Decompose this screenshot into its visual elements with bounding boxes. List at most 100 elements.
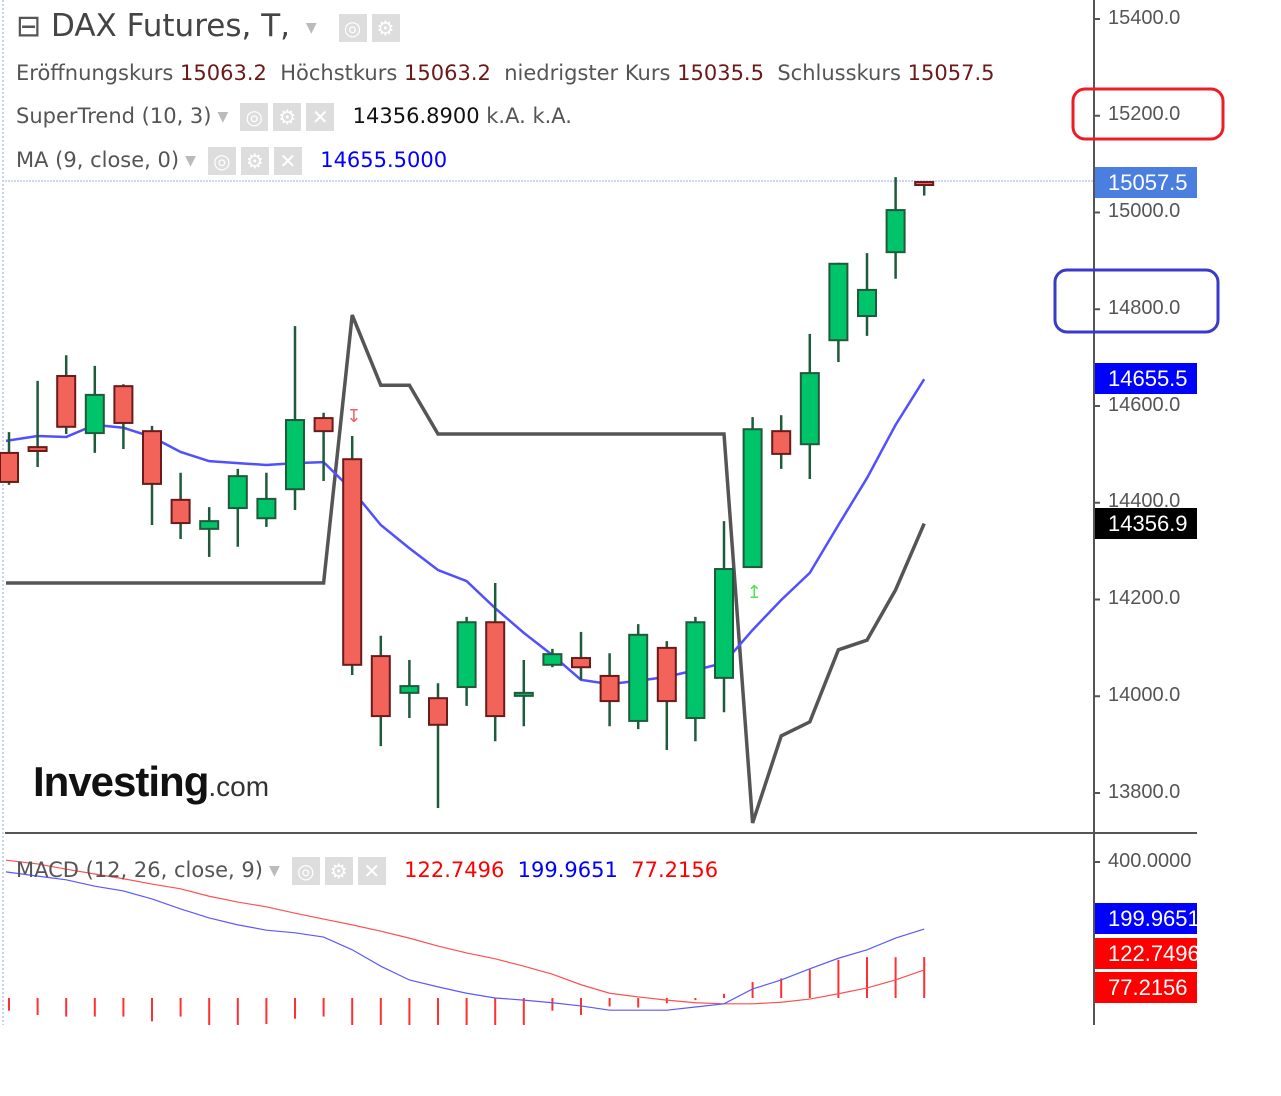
- price-tick: 14200.0: [1108, 587, 1181, 609]
- candle-down: [914, 181, 935, 187]
- candles-layer: [0, 177, 935, 808]
- candle-up: [799, 372, 820, 446]
- candle-down: [571, 657, 591, 669]
- macd-value-3: 77.2156: [631, 858, 719, 882]
- close-label: Schlusskurs: [777, 61, 901, 85]
- ma-name[interactable]: MA (9, close, 0): [16, 148, 180, 172]
- candle-up: [227, 475, 248, 510]
- candle-up: [885, 209, 906, 254]
- price-tick: 15400.0: [1108, 7, 1181, 29]
- gear-icon[interactable]: ⚙: [371, 13, 400, 42]
- eye-icon[interactable]: ◎: [338, 13, 367, 42]
- candle-down: [56, 375, 77, 428]
- macd-name[interactable]: MACD (12, 26, close, 9): [16, 858, 263, 882]
- supertrend-value-2: k.A.: [486, 104, 526, 128]
- price-tick: 14800.0: [1108, 297, 1181, 319]
- collapse-icon[interactable]: ⊟: [16, 9, 42, 44]
- candle-down: [0, 451, 19, 483]
- logo-main: Investing: [33, 758, 209, 805]
- red-highlight-annotation: [1071, 87, 1225, 141]
- candle-down: [27, 446, 48, 452]
- macd-value-2: 199.9651: [517, 858, 618, 882]
- blue-highlight-annotation: [1053, 268, 1220, 334]
- gear-icon[interactable]: ⚙: [240, 147, 269, 175]
- signal-badge: 122.7496: [1095, 938, 1197, 969]
- logo-suffix: .com: [208, 771, 270, 802]
- ma-value: 14655.5000: [320, 148, 448, 172]
- candle-down: [370, 655, 391, 718]
- candle-up: [542, 653, 563, 666]
- gear-icon[interactable]: ⚙: [273, 103, 302, 131]
- supertrend-legend: SuperTrend (10, 3) ▼ ◎ ⚙ ✕ 14356.8900 k.A. k…: [16, 103, 572, 131]
- supertrend-value: 14356.8900: [352, 104, 480, 128]
- close-icon[interactable]: ✕: [306, 103, 335, 131]
- candle-up: [828, 262, 849, 342]
- candle-down: [113, 385, 134, 424]
- candle-up: [199, 520, 220, 530]
- close-icon[interactable]: ✕: [273, 147, 302, 175]
- candle-up: [714, 568, 734, 679]
- last-price-badge: 15057.5: [1095, 167, 1197, 198]
- high-label: Höchstkurs: [280, 61, 398, 85]
- eye-icon[interactable]: ◎: [207, 147, 236, 175]
- open-label: Eröffnungskurs: [16, 61, 174, 85]
- candle-down: [771, 430, 792, 455]
- candle-up: [285, 419, 305, 491]
- buy-arrow-icon: ↥: [747, 582, 762, 603]
- price-tick: 14400.0: [1108, 490, 1181, 512]
- ma-price-badge: 14655.5: [1095, 363, 1197, 394]
- eye-icon[interactable]: ◎: [240, 103, 269, 131]
- macd-badge: 199.9651: [1095, 903, 1197, 934]
- signal-layer: ↧↥: [346, 406, 761, 603]
- eye-icon[interactable]: ◎: [291, 857, 320, 885]
- axis-ticks: [1094, 18, 1100, 863]
- close-icon[interactable]: ✕: [357, 857, 386, 885]
- macd-tick: 400.0000: [1108, 850, 1192, 872]
- ma-legend: MA (9, close, 0) ▼ ◎ ⚙ ✕ 14655.5000: [16, 147, 447, 175]
- price-tick: 15000.0: [1108, 200, 1181, 222]
- chart-title-row: ⊟ DAX Futures, T, ▼ ◎ ⚙: [16, 8, 405, 44]
- low-label: niedrigster Kurs: [504, 61, 671, 85]
- macd-value-1: 122.7496: [404, 858, 505, 882]
- supertrend-line: [6, 314, 926, 824]
- supertrend-value-3: k.A.: [532, 104, 572, 128]
- low-value: 15035.5: [677, 61, 764, 85]
- chart-title: DAX Futures, T,: [51, 8, 290, 44]
- high-value: 15063.2: [404, 61, 491, 85]
- supertrend-name[interactable]: SuperTrend (10, 3): [16, 104, 212, 128]
- macd-signal-line: [5, 859, 925, 1005]
- candle-up: [628, 633, 649, 722]
- gear-icon[interactable]: ⚙: [324, 857, 353, 885]
- candle-down: [485, 621, 506, 718]
- candle-up: [685, 621, 706, 720]
- chevron-down-icon[interactable]: ▼: [305, 19, 317, 36]
- sell-arrow-icon: ↧: [346, 406, 361, 427]
- close-value: 15057.5: [907, 61, 995, 85]
- price-tick: 13800.0: [1108, 781, 1181, 803]
- chevron-down-icon[interactable]: ▼: [185, 153, 196, 169]
- macd-line: [5, 871, 925, 1011]
- chevron-down-icon[interactable]: ▼: [268, 863, 280, 879]
- candle-up: [857, 288, 877, 318]
- price-tick: 14600.0: [1108, 394, 1181, 416]
- candle-up: [513, 691, 534, 697]
- candle-up: [399, 685, 420, 694]
- ohlc-row: Eröffnungskurs 15063.2 Höchstkurs 15063.…: [16, 61, 994, 85]
- candle-up: [84, 393, 105, 435]
- supertrend-layer: [6, 314, 926, 824]
- chevron-down-icon[interactable]: ▼: [217, 109, 229, 125]
- macd-layer: [5, 859, 926, 1025]
- candle-down: [428, 697, 448, 726]
- candle-down: [142, 430, 162, 485]
- histogram-badge: 77.2156: [1095, 972, 1197, 1003]
- candle-up: [256, 497, 277, 520]
- supertrend-price-badge: 14356.9: [1095, 508, 1197, 539]
- candle-up: [456, 621, 477, 689]
- candle-down: [656, 646, 677, 703]
- macd-legend: MACD (12, 26, close, 9) ▼ ◎ ⚙ ✕ 122.7496 199…: [16, 857, 718, 885]
- price-tick: 14000.0: [1108, 684, 1181, 706]
- candle-down: [170, 498, 191, 525]
- candle-down: [342, 458, 363, 666]
- investing-logo[interactable]: Investing.com: [33, 758, 269, 806]
